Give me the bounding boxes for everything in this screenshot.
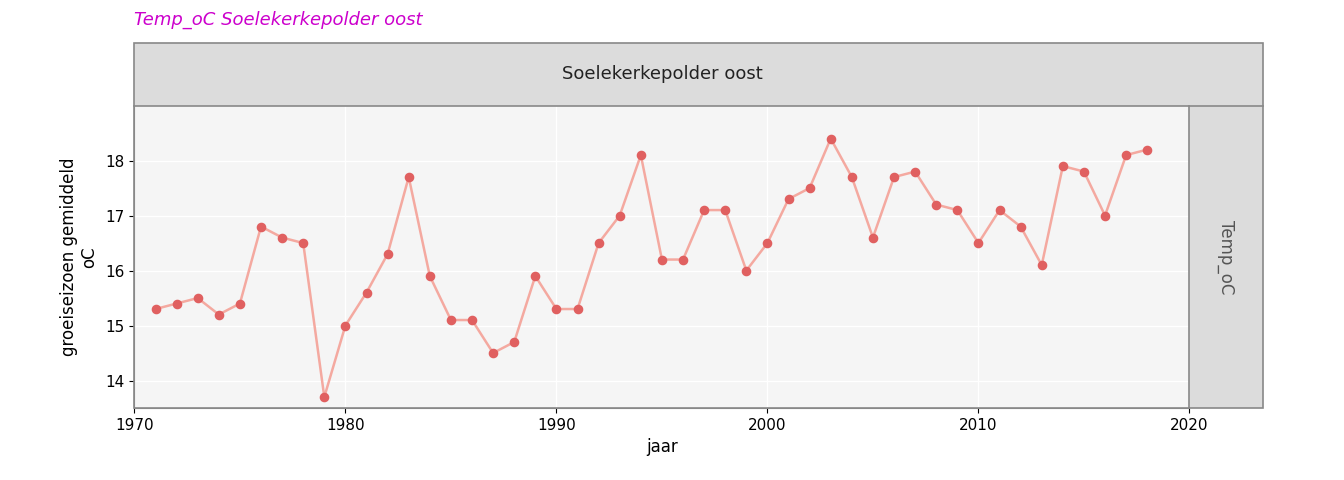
Point [778,195,800,203]
Point [883,173,905,181]
Point [230,300,251,307]
Point [546,305,567,313]
Point [735,267,757,275]
Point [504,338,526,346]
Point [271,234,293,241]
Point [250,223,271,230]
Point [398,173,419,181]
Point [841,173,863,181]
Point [524,272,546,280]
Text: Soelekerkepolder oost: Soelekerkepolder oost [562,65,762,84]
Point [672,256,694,264]
Point [567,305,589,313]
Point [1031,261,1052,269]
Point [441,316,462,324]
Point [820,135,841,143]
Point [165,300,187,307]
Point [376,250,398,258]
Point [145,305,167,313]
Text: Temp_oC: Temp_oC [1218,220,1235,294]
Point [335,322,356,329]
Point [715,206,737,214]
Point [313,393,335,401]
Point [293,239,314,247]
Point [926,201,948,208]
Text: Temp_oC Soelekerkepolder oost: Temp_oC Soelekerkepolder oost [134,11,423,29]
Point [1074,168,1095,175]
Point [946,206,968,214]
Point [356,288,378,296]
X-axis label: jaar: jaar [646,438,677,456]
Point [863,234,884,241]
Point [694,206,715,214]
Point [208,311,230,318]
Point [652,256,673,264]
Point [587,239,609,247]
Point [1094,212,1116,219]
Point [461,316,482,324]
Point [1052,162,1074,170]
Point [187,294,208,302]
Point [798,184,820,192]
Point [419,272,441,280]
Point [482,349,504,357]
Point [630,151,652,159]
Point [1137,146,1159,154]
Point [757,239,778,247]
Point [609,212,630,219]
Point [1116,151,1137,159]
Point [989,206,1011,214]
Y-axis label: groeiseizoen gemiddeld
oC: groeiseizoen gemiddeld oC [59,157,98,356]
Point [1009,223,1031,230]
Point [968,239,989,247]
Point [905,168,926,175]
